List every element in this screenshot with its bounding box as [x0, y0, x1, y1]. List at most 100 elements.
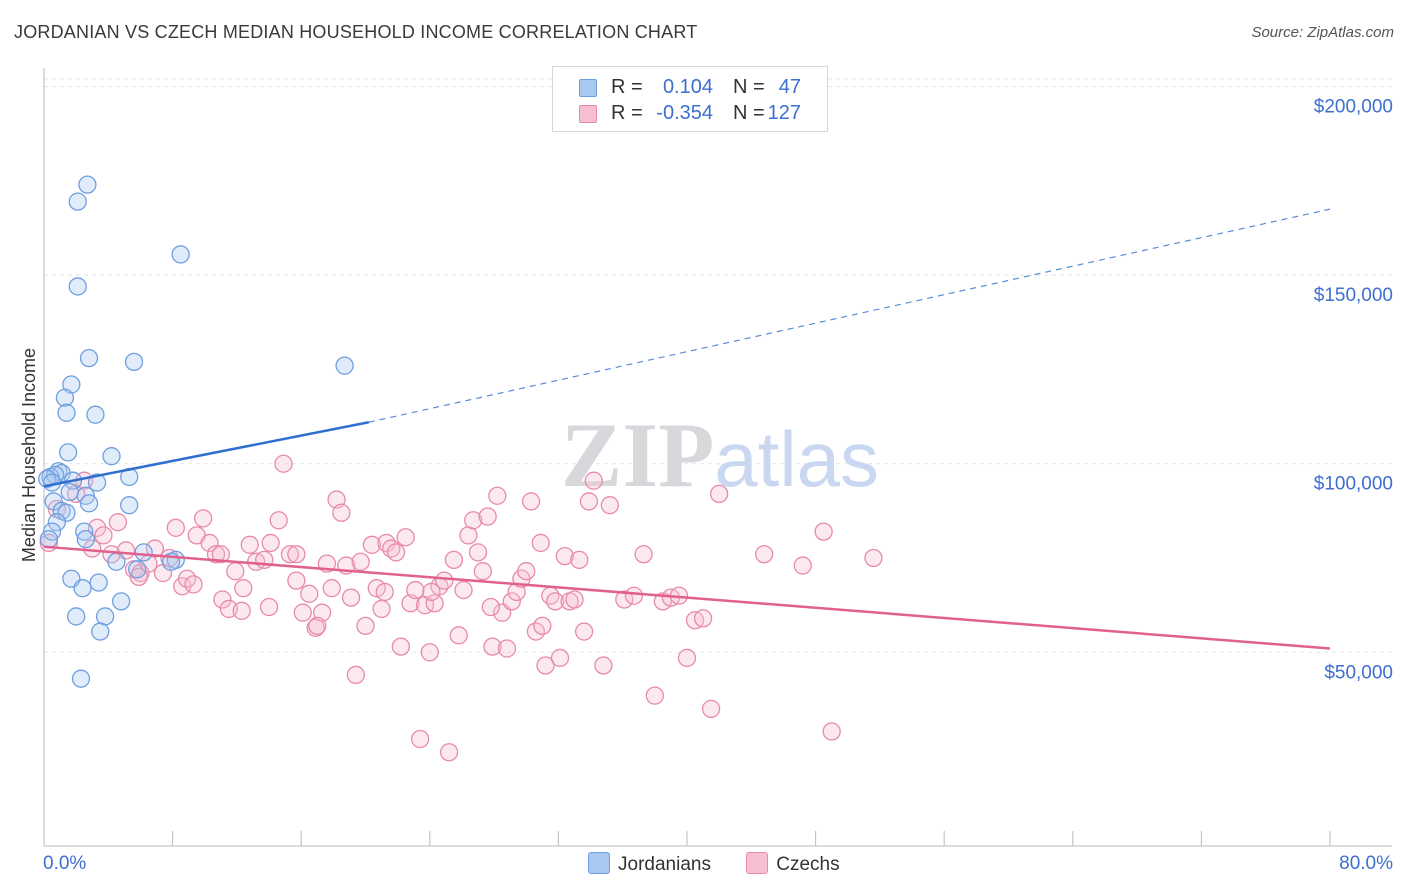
jordanian-point — [171, 245, 190, 264]
czech-point — [356, 616, 375, 636]
jordanian-point — [335, 356, 354, 375]
y-tick-labels: $50,000 $100,000 $150,000 $200,000 — [1314, 97, 1393, 684]
jordanian-point — [124, 352, 144, 372]
czech-point — [584, 471, 603, 490]
czech-point — [420, 643, 439, 662]
y-tick-label: $50,000 — [1324, 662, 1393, 683]
legend-n-value: 127 — [767, 102, 801, 124]
czech-point — [546, 592, 565, 611]
bottom-legend: Jordanians Czechs — [588, 852, 870, 876]
czech-point — [624, 586, 644, 605]
czech-point — [332, 503, 351, 522]
czech-point — [232, 601, 251, 620]
czech-point — [287, 545, 306, 564]
czech-point — [372, 599, 391, 619]
czech-point — [488, 486, 507, 505]
watermark-zip: ZIP — [561, 404, 714, 506]
gridlines — [44, 78, 1392, 653]
jordanian-point — [86, 405, 105, 424]
czech-point — [478, 507, 497, 526]
legend-swatch-czechs — [579, 105, 597, 123]
chart-source: Source: ZipAtlas.com — [1251, 24, 1394, 41]
czech-point — [565, 590, 584, 609]
legend-r-label: R = — [611, 76, 643, 98]
czech-point — [579, 492, 599, 511]
czech-point — [234, 579, 253, 598]
czech-point — [814, 522, 833, 541]
czech-point — [536, 656, 555, 675]
jordanian-point — [55, 388, 75, 407]
jordanian-point — [47, 513, 67, 532]
czech-point — [129, 567, 148, 587]
jordanians-trend-line — [43, 421, 369, 488]
legend-r-value: -0.354 — [656, 102, 713, 124]
jordanian-point — [71, 669, 91, 688]
watermark-atlas: atlas — [714, 415, 879, 503]
czech-point — [600, 496, 619, 515]
czech-point — [287, 571, 306, 590]
czech-point — [468, 543, 488, 562]
x-tick-label-max: 80.0% — [1339, 853, 1393, 874]
watermark: ZIPatlas — [561, 404, 879, 506]
jordanian-point — [87, 473, 107, 492]
bottom-legend-swatch-czechs — [746, 852, 769, 874]
czech-point — [308, 616, 327, 636]
czech-point — [550, 648, 570, 668]
czech-point — [391, 637, 411, 656]
y-tick-label: $100,000 — [1314, 474, 1393, 495]
jordanian-point — [76, 529, 95, 549]
czech-point — [341, 588, 361, 607]
jordanian-point — [78, 175, 97, 194]
czech-point — [200, 533, 219, 553]
jordanian-point — [67, 607, 86, 626]
jordanian-point — [39, 529, 58, 549]
czech-point — [83, 539, 102, 558]
czech-point — [362, 535, 382, 554]
czech-point — [351, 552, 370, 571]
czech-point — [693, 609, 713, 628]
jordanian-point — [57, 503, 76, 522]
legend-r-label: R = — [611, 102, 643, 124]
czech-point — [615, 590, 634, 609]
czech-point — [322, 579, 341, 598]
czech-point — [145, 539, 165, 558]
czechs-trend-line — [43, 545, 1331, 650]
czech-point — [459, 526, 478, 545]
czech-point — [193, 509, 213, 528]
czech-point — [259, 597, 279, 617]
czech-point — [346, 665, 366, 685]
czech-point — [755, 545, 774, 564]
jordanian-point — [68, 192, 87, 211]
czech-point — [94, 526, 113, 545]
czech-point — [521, 492, 541, 511]
x-tick-label-min: 0.0% — [43, 853, 86, 874]
trend-lines — [43, 208, 1331, 650]
czech-point — [793, 556, 812, 575]
legend-swatch-jordanians — [579, 79, 597, 97]
legend-n-label: N = — [733, 76, 765, 98]
jordanian-point — [57, 403, 76, 422]
czech-point — [411, 729, 430, 749]
jordanian-point — [120, 496, 139, 515]
czech-point — [444, 550, 464, 570]
czech-point — [454, 580, 473, 600]
czech-point — [293, 603, 312, 622]
legend-n-value: 47 — [778, 76, 801, 98]
jordanian-point — [75, 522, 94, 541]
czech-point — [701, 699, 721, 719]
jordanian-point — [112, 592, 131, 611]
jordanian-point — [79, 494, 99, 513]
jordanian-point — [73, 579, 92, 598]
czech-point — [864, 548, 883, 568]
czech-point — [261, 533, 280, 553]
czech-point — [206, 545, 226, 564]
czech-point — [502, 592, 521, 611]
jordanian-point — [128, 560, 147, 579]
czech-point — [710, 484, 729, 504]
czech-point — [280, 545, 300, 564]
czech-point — [645, 686, 664, 705]
czech-point — [481, 597, 501, 617]
jordanian-point — [58, 443, 78, 462]
czech-point — [425, 594, 444, 613]
